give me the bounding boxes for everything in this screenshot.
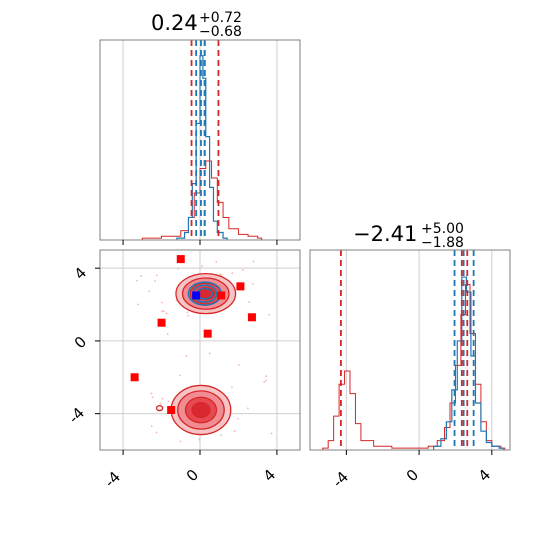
scatter-sample-point: [220, 434, 223, 437]
hist-x2-background: [310, 250, 510, 450]
scatter-sample-point: [161, 301, 164, 304]
scatter-sample-point: [151, 396, 154, 399]
scatter-sample-point: [186, 311, 189, 314]
xtick-label-x2-neg4: -4: [329, 468, 352, 491]
scatter-sample-point: [198, 438, 201, 441]
scatter-sample-point: [263, 381, 266, 383]
hist-x1-series-red: [141, 160, 263, 240]
scatter-sample-point: [140, 275, 142, 277]
ytick-label-0: 0: [71, 333, 90, 352]
title-x2: −2.41: [353, 222, 417, 246]
title-x1-upper: +0.72: [199, 10, 242, 26]
marker-red-square-7: [167, 406, 176, 414]
marker-red-square-5: [203, 329, 212, 338]
scatter-sample-point: [136, 279, 138, 282]
scatter-sample-point: [215, 260, 218, 263]
scatter-sample-point: [167, 400, 170, 403]
hist-x1-series-blue: [176, 55, 228, 240]
scatter-sample-point: [137, 303, 140, 306]
scatter-sample-point: [154, 280, 157, 282]
hist-x2-border: [309, 249, 511, 451]
scatter-sample-point: [150, 392, 153, 395]
title-x2-lower: −1.88: [421, 235, 464, 251]
scatter-sample-point: [155, 274, 158, 277]
title-x2-upper: +5.00: [421, 221, 464, 237]
scatter-sample-point: [208, 352, 211, 355]
scatter-sample-point: [238, 363, 240, 366]
scatter-sample-point: [179, 374, 181, 377]
scatter-sample-point: [252, 260, 255, 263]
ytick-label-4: 4: [71, 264, 90, 283]
scatter-sample-point: [161, 310, 164, 313]
xtick-label-x1-neg4: -4: [101, 468, 124, 491]
scatter-sample-point: [165, 312, 168, 315]
ytick-label-neg4: -4: [65, 404, 88, 427]
title-x1-value: 0.24: [151, 11, 198, 35]
scatter-sample-point: [270, 432, 273, 435]
scatter-sample-point: [148, 290, 151, 293]
scatter-sample-point: [185, 355, 188, 357]
scatter-sample-point: [159, 402, 162, 405]
scatter-sample-point: [268, 313, 271, 316]
marker-red-square-1: [217, 291, 226, 300]
title-x1: 0.24: [151, 11, 198, 35]
xtick-label-x1-0: 0: [183, 466, 202, 485]
scatter-sample-point: [252, 282, 254, 285]
density-mode-1-level-3: [191, 401, 211, 419]
title-x1-lower: −0.68: [199, 24, 242, 40]
marker-red-square-4: [247, 313, 256, 322]
scatter-sample-point: [231, 272, 234, 275]
scatter-sample-point: [187, 314, 190, 317]
scatter-sample-point: [264, 379, 267, 382]
marker-red-square-0: [176, 255, 185, 264]
scatter-sample-point: [161, 397, 164, 400]
marker-red-square-6: [130, 373, 139, 382]
xtick-label-x1-4: 4: [260, 466, 279, 485]
hist-x2-series-blue: [433, 276, 504, 450]
scatter-sample-point: [177, 267, 179, 270]
scatter-sample-point: [246, 407, 249, 410]
scatter-sample-point: [265, 375, 268, 378]
xtick-label-x2-4: 4: [475, 466, 494, 485]
density-small-contour: [155, 405, 164, 412]
scatter-sample-point: [231, 386, 233, 389]
scatter-sample-point: [241, 269, 244, 271]
scatter-sample-point: [163, 310, 165, 313]
scatter-sample-point: [237, 417, 240, 420]
panel-scatter-2d: [95, 249, 301, 455]
panel-hist-x2: [309, 249, 511, 455]
scatter-sample-point: [179, 440, 182, 443]
title-x2-value: −2.41: [353, 222, 417, 246]
marker-blue-square-0: [192, 291, 201, 300]
scatter-sample-point: [150, 425, 153, 428]
scatter-sample-point: [201, 265, 204, 268]
marker-red-square-2: [236, 282, 245, 291]
panel-hist-x1: [99, 39, 301, 245]
scatter-sample-point: [233, 430, 236, 433]
scatter-sample-point: [155, 431, 158, 434]
scatter-sample-point: [166, 333, 169, 335]
scatter-sample-point: [248, 301, 251, 303]
marker-red-square-3: [157, 318, 166, 327]
scatter-sample-point: [220, 274, 223, 277]
xtick-label-x2-0: 0: [403, 466, 422, 485]
